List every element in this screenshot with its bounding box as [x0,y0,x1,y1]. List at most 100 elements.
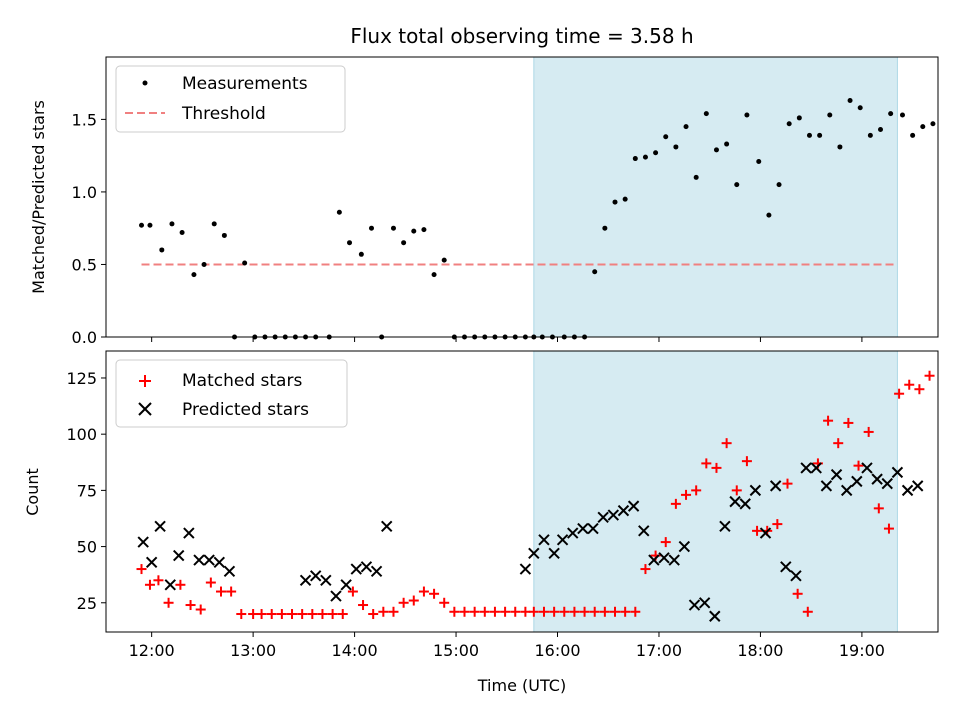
x-tick-label: 12:00 [129,641,175,660]
matched-star-point [479,606,490,617]
y-tick-label: 75 [77,481,97,500]
legend-threshold: Threshold [181,104,266,124]
matched-star-point [215,586,226,597]
y-tick-label: 1.0 [72,183,97,202]
top-panel: Flux total observing time = 3.58 h 0.00.… [29,24,939,347]
matched-star-point [276,609,287,620]
matched-star-point [559,606,570,617]
matched-star-point [153,575,164,586]
legend-marker-matched [139,375,151,387]
measurement-point [724,141,730,147]
matched-star-point [528,606,539,617]
matched-star-point [620,606,631,617]
matched-star-point [408,595,419,606]
predicted-star-point [519,563,532,575]
measurement-point [179,230,185,236]
matched-star-point [236,609,247,620]
matched-star-point [894,388,905,399]
predicted-star-point [688,599,701,611]
measurement-point [191,272,197,278]
measurement-point [602,225,608,231]
matched-star-point [630,606,641,617]
predicted-star-point [548,547,560,560]
predicted-star-point [203,554,215,566]
matched-star-point [721,438,732,449]
y-tick-label: 125 [66,369,97,388]
predicted-star-point [658,552,670,564]
predicted-star-point [912,480,924,492]
legend-marker-predicted [138,402,152,416]
predicted-star-point [320,574,332,587]
predicted-star-point [360,561,373,573]
measurement-point [703,111,709,117]
matched-star-point [599,606,610,617]
measurement-point [776,182,782,188]
measurement-point [421,227,427,233]
matched-star-point [549,606,560,617]
predicted-star-point [350,563,362,575]
measurement-point [744,112,750,118]
matched-star-point [337,609,348,620]
measurement-point [786,121,792,127]
predicted-star-point [668,554,680,566]
measurement-point [169,221,175,227]
x-axis-label: Time (UTC) [477,676,566,695]
measurement-point [756,158,762,164]
matched-star-point [136,564,147,575]
predicted-star-point [145,556,158,569]
matched-star-point [185,600,196,611]
predicted-star-point [370,565,383,578]
predicted-star-point [340,579,352,591]
matched-star-point [317,609,328,620]
measurement-point [592,269,598,275]
predicted-star-point [840,484,853,497]
matched-star-point [701,458,712,469]
matched-star-point [469,606,480,617]
measurement-point [693,174,699,180]
measurement-point [159,247,165,253]
matched-star-point [833,438,844,449]
predicted-star-point [309,570,322,582]
matched-star-point [853,460,864,471]
x-ticks-top [151,337,863,342]
measurement-point [622,196,628,202]
measurement-point [857,105,863,111]
measurement-point [411,228,417,234]
chart-title: Flux total observing time = 3.58 h [350,24,693,48]
matched-star-point [347,586,358,597]
predicted-star-point [810,462,822,474]
matched-star-point [610,606,621,617]
predicted-star-point [137,536,149,548]
matched-star-point [358,600,369,611]
predicted-star-point [173,549,185,562]
matched-star-point [569,606,580,617]
matched-star-point [660,537,671,548]
matched-star-point [802,606,813,617]
matched-star-point [741,456,752,467]
measurement-point [632,156,638,162]
measurement-point [653,150,659,156]
predicted-stars-points [137,462,924,622]
predicted-star-point [213,556,226,569]
x-tick-label: 19:00 [839,641,885,660]
bottom-panel: 25 50 75 100 125 12:00 13:00 14:00 15:00 16:00 17… [23,350,939,695]
measurement-point [847,98,853,104]
matched-star-point [520,606,531,617]
measurement-point [796,115,802,121]
y-axis-label-bottom: Count [23,468,42,516]
measurement-point [201,261,207,267]
matched-star-point [287,609,298,620]
predicted-star-point [790,570,802,582]
predicted-star-point [830,468,843,481]
predicted-star-point [597,511,609,524]
matched-star-point [731,485,742,496]
x-tick-label: 18:00 [737,641,783,660]
matched-star-point [681,489,692,500]
legend-bottom: Matched stars Predicted stars [115,359,348,428]
matched-star-point [459,606,470,617]
predicted-star-point [719,520,731,533]
matched-star-point [883,523,894,534]
predicted-star-point [567,527,579,539]
measurement-point [612,199,618,205]
matched-star-point [297,609,308,620]
